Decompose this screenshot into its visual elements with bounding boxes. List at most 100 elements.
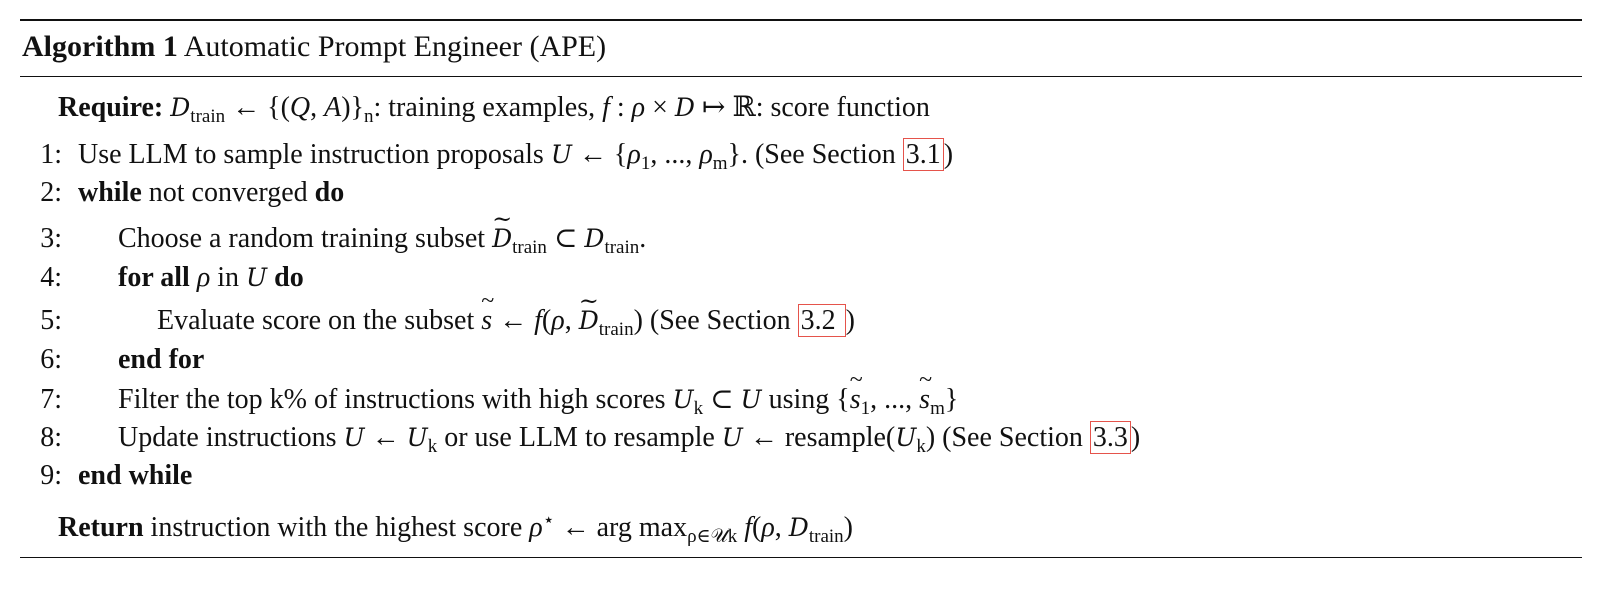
text-segment: or use LLM to resample [437,422,722,453]
text-segment: ( [541,305,552,336]
algorithm-line: Return instruction with the highest scor… [58,504,853,554]
text-segment: m [930,398,945,419]
line-number: 1: [40,139,62,170]
text-segment: ρ∈𝒰k [687,526,738,547]
text-segment: instruction with the highest score [143,512,530,543]
keyword: Require: [58,92,171,123]
algorithm-line: Evaluate score on the subset s ← f(ρ, Dt… [157,284,855,347]
text-segment: ) [1130,422,1141,453]
text-segment: Filter the top k% of instructions with h… [118,384,673,415]
text-segment: ⊂ [546,223,585,254]
algorithm-name: Automatic Prompt Engineer (APE) [183,30,607,63]
text-segment: k [693,398,704,419]
text-segment: ⊂ [703,384,741,415]
line-number: 7: [40,384,62,415]
text-segment: k [916,436,926,457]
keyword: end for [118,344,205,375]
text-segment: )} [341,92,364,123]
text-segment: ← [492,305,535,336]
text-segment: U [246,263,268,292]
text-segment: train [190,106,226,127]
algorithm-line: while not converged do [78,176,344,210]
text-segment: ( [752,512,762,543]
text-segment: Update instructions [118,422,344,453]
keyword: do [314,177,345,208]
section-link[interactable]: 3.1 [902,138,944,171]
text-segment: ↦ ℝ: score function [694,92,930,123]
text-segment: D [788,513,809,542]
algorithm-title: Algorithm 1 Automatic Prompt Engineer (A… [22,30,606,64]
text-segment: U [672,385,694,414]
text-segment: ) (See Section [633,305,798,336]
section-link[interactable]: 3.2 [797,304,846,337]
line-number: 2: [40,177,62,208]
text-segment: D [579,284,599,338]
bottom-rule [20,557,1582,558]
text-segment: , ..., [650,139,700,170]
line-number: 4: [40,262,62,293]
text-segment: in [210,262,247,293]
text-segment: × [645,92,675,123]
text-segment: ρ [631,92,646,123]
text-segment: : [609,92,632,123]
text-segment: ← [364,422,407,453]
line-number: 6: [40,344,62,375]
keyword: do [267,262,304,293]
line-number: 9: [40,460,62,491]
text-segment: s [919,363,930,417]
text-segment: U [550,140,572,169]
text-segment: U [343,423,365,452]
text-segment: ρ [551,305,565,336]
text-segment: k [427,436,438,457]
text-segment: , [774,512,789,543]
section-link[interactable]: 3.3 [1089,421,1131,454]
text-segment: ) [843,512,853,543]
line-number: 3: [40,223,62,254]
text-segment: }. (See Section [727,139,903,170]
algorithm-line: end for [118,343,204,377]
text-segment: Choose a random training subset [118,223,493,254]
text-segment: ← {( [225,92,290,123]
keyword: end while [78,460,193,491]
text-segment: f [602,92,610,123]
text-segment: . [639,223,647,254]
text-segment: s [850,363,861,417]
text-segment: Q [289,92,311,123]
text-segment: f [534,305,542,336]
text-segment: m [712,153,728,174]
algorithm-line: Update instructions U ← Uk or use LLM to… [118,421,1140,464]
text-segment: D [170,93,191,122]
text-segment: Use LLM to sample instruction proposals [78,139,551,170]
algorithm-label: Algorithm 1 [22,30,178,63]
top-rule [20,19,1582,21]
text-segment: s [481,284,492,338]
keyword: while [78,177,142,208]
line-number: 5: [40,305,62,336]
algorithm-line: Choose a random training subset Dtrain ⊂… [118,202,647,265]
text-segment: , [564,305,579,336]
algorithm-line: Filter the top k% of instructions with h… [118,363,958,426]
text-segment: , ..., [870,384,920,415]
text-segment: ρ [699,139,713,170]
algorithm-line: Require: Dtrain ← {(Q, A)}n: training ex… [58,91,930,134]
text-segment: ⋆ [542,510,555,531]
text-segment: U [895,423,917,452]
text-segment: U [740,385,762,414]
text-segment: ) (See Section [925,422,1090,453]
text-segment: train [598,319,634,340]
text-segment: , [310,92,325,123]
text-segment: D [492,202,512,256]
text-segment: U [406,423,428,452]
text-segment: ← resample( [742,422,896,453]
text-segment: D [584,224,605,253]
text-segment: ← arg max [554,512,688,543]
text-segment: ) [943,139,954,170]
keyword: for all [118,262,197,293]
line-number: 8: [40,422,62,453]
text-segment: 1 [860,398,871,419]
algorithm-line: end while [78,459,192,493]
text-segment: ρ [529,512,543,543]
text-segment: train [808,526,844,547]
text-segment: train [604,237,640,258]
text-segment: n [364,106,374,127]
